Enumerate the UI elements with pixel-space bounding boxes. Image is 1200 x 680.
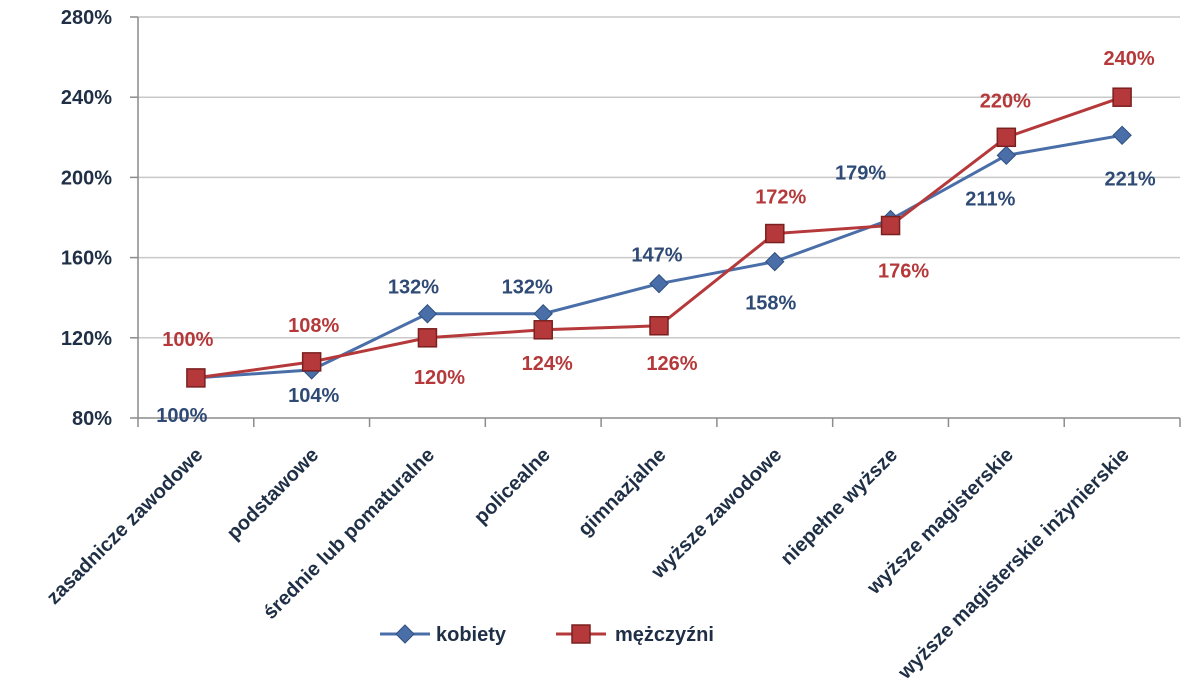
data-point	[880, 215, 901, 236]
x-category-label: wyższe zawodowe	[647, 444, 787, 584]
data-point	[533, 320, 553, 340]
legend: kobiety mężczyźni	[380, 624, 714, 646]
data-point	[1112, 125, 1132, 146]
y-tick-label: 280%	[61, 7, 112, 29]
data-label: 126%	[646, 353, 697, 375]
axes	[137, 17, 1181, 427]
data-label: 100%	[156, 405, 207, 427]
data-label: 220%	[980, 90, 1031, 112]
x-category-label: wyższe magisterskie inżynierskie	[893, 444, 1133, 680]
legend-marker	[571, 624, 591, 644]
data-label: 120%	[414, 367, 465, 389]
data-label: 104%	[288, 385, 339, 407]
y-tick-label: 80%	[72, 408, 112, 430]
data-point	[301, 352, 322, 372]
data-label: 108%	[288, 315, 339, 337]
data-point	[996, 145, 1017, 166]
x-category-label: podstawowe	[223, 444, 323, 544]
y-tick-label: 240%	[61, 87, 112, 109]
data-label: 158%	[745, 293, 796, 315]
data-label: 100%	[162, 329, 213, 351]
y-axis-ticks: 80% 120% 160% 200% 240% 280%	[61, 7, 138, 430]
data-point	[765, 223, 785, 244]
series-group	[186, 87, 1132, 388]
y-tick-label: 160%	[61, 248, 112, 270]
data-label: 176%	[878, 261, 929, 283]
data-point	[649, 273, 669, 294]
gridlines	[138, 16, 1180, 339]
legend-marker	[395, 624, 415, 644]
data-label: 124%	[522, 353, 573, 375]
legend-label: kobiety	[436, 624, 507, 646]
x-category-label: policealne	[470, 444, 555, 529]
data-label: 240%	[1104, 48, 1155, 70]
data-point	[186, 368, 206, 388]
y-tick-label: 120%	[61, 328, 112, 350]
data-point	[649, 316, 669, 336]
x-category-label: gimnazjalne	[574, 444, 671, 541]
data-point	[417, 328, 438, 348]
data-label: 147%	[631, 245, 682, 267]
x-category-label: zasadnicze zawodowe	[43, 444, 208, 609]
data-label: 132%	[502, 277, 553, 299]
data-point	[996, 127, 1017, 148]
data-point	[1112, 87, 1132, 107]
x-category-label: niepełne wyższe	[776, 444, 902, 570]
data-label: 221%	[1105, 168, 1156, 190]
data-point	[417, 304, 438, 324]
data-label: 179%	[835, 163, 886, 185]
data-labels: 100% 104% 132% 132% 147% 158% 179% 211% 221% 100%…	[156, 48, 1156, 427]
data-label: 211%	[965, 188, 1015, 210]
data-label: 172%	[755, 187, 806, 209]
data-point	[765, 251, 785, 272]
legend-label: mężczyźni	[615, 624, 714, 646]
data-label: 132%	[388, 277, 439, 299]
y-tick-label: 200%	[61, 167, 112, 189]
